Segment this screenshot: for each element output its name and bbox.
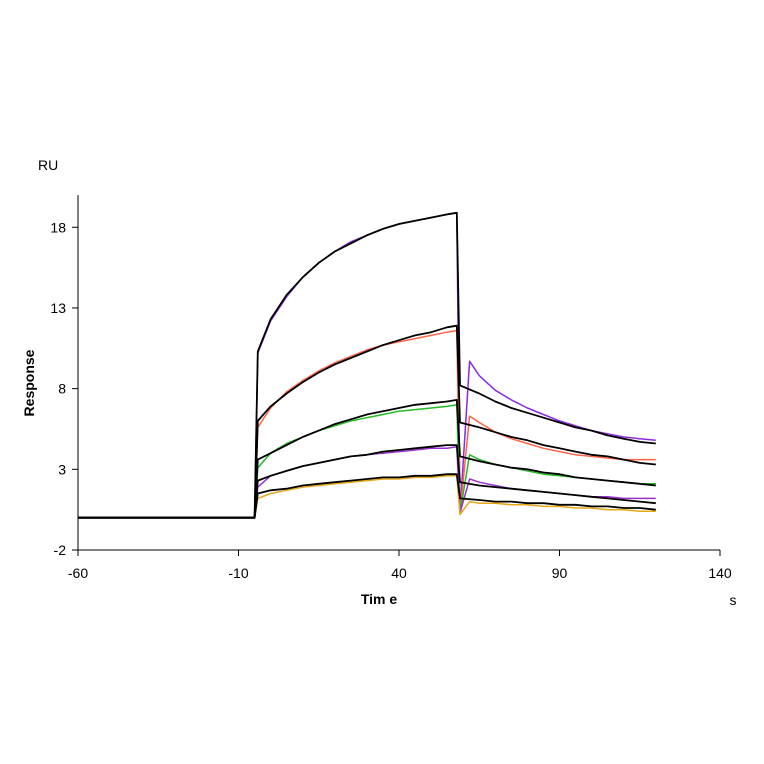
fit-line-2 bbox=[78, 324, 656, 519]
fit-line-5 bbox=[78, 473, 656, 519]
y-tick-label: 8 bbox=[58, 381, 66, 397]
y-tick-label: -2 bbox=[54, 542, 67, 558]
x-unit-label: s bbox=[730, 592, 737, 608]
y-tick-label: 13 bbox=[50, 300, 66, 316]
x-tick-label: 90 bbox=[552, 565, 568, 581]
y-tick-label: 18 bbox=[50, 219, 66, 235]
x-tick-label: -10 bbox=[228, 565, 248, 581]
x-axis-title: Tim e bbox=[361, 591, 398, 607]
fit-line-3 bbox=[78, 399, 656, 519]
series-line-1 bbox=[78, 212, 656, 519]
x-ticks: -60 -10 40 90 140 bbox=[68, 550, 732, 581]
y-ticks: -2 3 8 13 18 bbox=[50, 219, 78, 558]
y-axis-title: Response bbox=[21, 349, 37, 416]
x-tick-label: -60 bbox=[68, 565, 88, 581]
fit-line-1 bbox=[78, 211, 656, 519]
series-line-5 bbox=[78, 475, 656, 519]
x-tick-label: 140 bbox=[708, 565, 732, 581]
x-tick-label: 40 bbox=[391, 565, 407, 581]
y-unit-label: RU bbox=[38, 157, 58, 173]
series-line-2 bbox=[78, 329, 656, 519]
series-line-3 bbox=[78, 404, 656, 519]
fit-layer bbox=[78, 211, 656, 519]
y-tick-label: 3 bbox=[58, 461, 66, 477]
fit-line-4 bbox=[78, 444, 656, 519]
series-layer bbox=[78, 212, 656, 519]
